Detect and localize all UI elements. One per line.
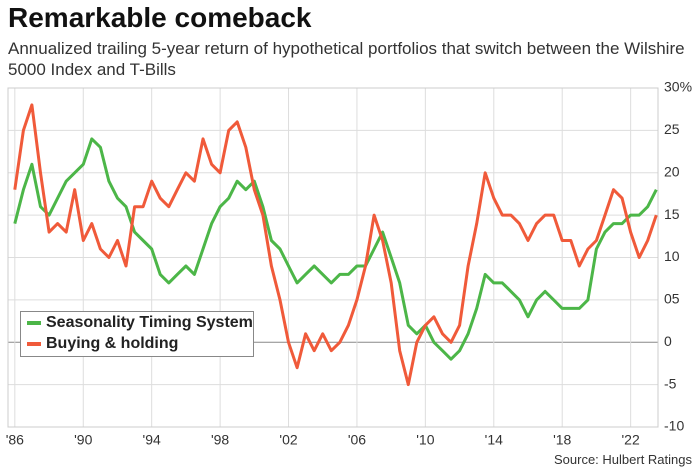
- line-series: [13, 137, 658, 361]
- x-tick-label: '90: [74, 432, 92, 448]
- x-tick-label: '94: [143, 432, 161, 448]
- y-tick-label: 05: [664, 291, 680, 307]
- x-tick-label: '10: [416, 432, 434, 448]
- legend: Seasonality Timing System Buying & holdi…: [20, 311, 254, 357]
- y-tick-label: 25: [664, 121, 680, 137]
- y-tick-label: -5: [664, 375, 677, 391]
- legend-label: Seasonality Timing System: [46, 313, 253, 331]
- legend-label: Buying & holding: [46, 334, 179, 352]
- plot-frame: [7, 87, 659, 428]
- legend-swatch: [27, 320, 41, 325]
- y-tick-label: 20: [664, 163, 680, 179]
- y-tick-label: 15: [664, 206, 680, 222]
- chart-subtitle: Annualized trailing 5-year return of hyp…: [8, 39, 685, 79]
- line-series: [13, 103, 658, 387]
- legend-item: Buying & holding: [21, 333, 253, 354]
- y-tick-label: 10: [664, 248, 680, 264]
- x-tick-label: '98: [211, 432, 229, 448]
- x-tick-label: '18: [553, 432, 571, 448]
- x-tick-label: '14: [485, 432, 503, 448]
- source: Source: Hulbert Ratings: [553, 452, 692, 467]
- x-tick-label: '22: [622, 432, 640, 448]
- legend-swatch: [27, 341, 41, 346]
- chart-title: Remarkable comeback: [8, 2, 312, 33]
- x-tick-label: '02: [279, 432, 297, 448]
- x-tick-label: '06: [348, 432, 366, 448]
- y-tick-label: -10: [664, 418, 684, 434]
- y-tick-label: 30%: [664, 79, 692, 95]
- y-tick-label: 0: [664, 333, 672, 349]
- legend-item: Seasonality Timing System: [21, 312, 253, 333]
- x-tick-label: '86: [6, 432, 24, 448]
